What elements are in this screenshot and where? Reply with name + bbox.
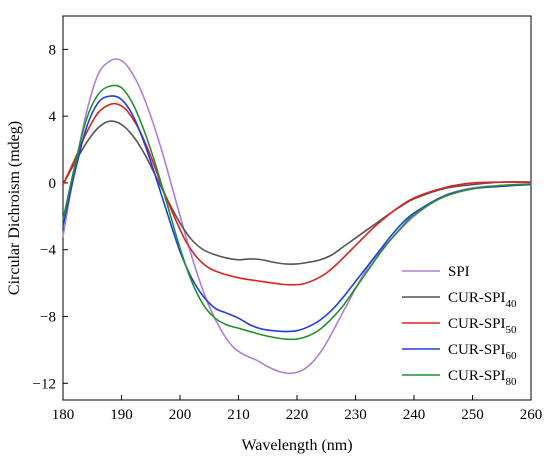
x-tick-label: 190 bbox=[110, 407, 133, 423]
x-tick-label: 180 bbox=[52, 407, 75, 423]
y-tick-label: 4 bbox=[49, 109, 57, 125]
legend-label-cur-spi60: CUR-SPI60 bbox=[448, 342, 517, 362]
y-axis-title: Circular Dichroism (mdeg) bbox=[6, 121, 23, 295]
x-tick-label: 240 bbox=[403, 407, 426, 423]
y-tick-label: 8 bbox=[49, 42, 57, 58]
legend-label-cur-spi50: CUR-SPI50 bbox=[448, 316, 517, 336]
legend-label-base: SPI bbox=[448, 264, 470, 280]
legend-label-subscript: 80 bbox=[506, 376, 518, 388]
x-tick-label: 220 bbox=[286, 407, 309, 423]
x-tick-label: 250 bbox=[461, 407, 484, 423]
legend-label-base: CUR-SPI bbox=[448, 342, 506, 358]
y-tick-label: −8 bbox=[40, 310, 56, 326]
legend-label-base: CUR-SPI bbox=[448, 368, 506, 384]
series-group bbox=[62, 58, 532, 375]
legend-label-base: CUR-SPI bbox=[448, 290, 506, 306]
x-tick-label: 210 bbox=[227, 407, 250, 423]
legend-label-subscript: 60 bbox=[506, 350, 518, 362]
series-line-cur-spi80 bbox=[62, 84, 532, 341]
y-tick-label: 0 bbox=[49, 176, 57, 192]
series-line-cur-spi40 bbox=[62, 120, 532, 265]
y-tick-label: −12 bbox=[33, 376, 56, 392]
y-tick-label: −4 bbox=[40, 243, 56, 259]
series-line-spi bbox=[62, 58, 532, 375]
legend-label-base: CUR-SPI bbox=[448, 316, 506, 332]
x-tick-label: 200 bbox=[169, 407, 192, 423]
legend-label-subscript: 40 bbox=[506, 298, 518, 310]
series-line-cur-spi60 bbox=[62, 95, 532, 333]
legend-label-subscript: 50 bbox=[506, 324, 518, 336]
series-line-cur-spi50 bbox=[62, 102, 532, 286]
x-tick-label: 230 bbox=[344, 407, 367, 423]
x-axis-title: Wavelength (nm) bbox=[241, 437, 352, 454]
legend-label-cur-spi40: CUR-SPI40 bbox=[448, 290, 517, 310]
legend-label-cur-spi80: CUR-SPI80 bbox=[448, 368, 517, 388]
legend-label-spi: SPI bbox=[448, 264, 470, 280]
x-tick-label: 260 bbox=[520, 407, 543, 423]
